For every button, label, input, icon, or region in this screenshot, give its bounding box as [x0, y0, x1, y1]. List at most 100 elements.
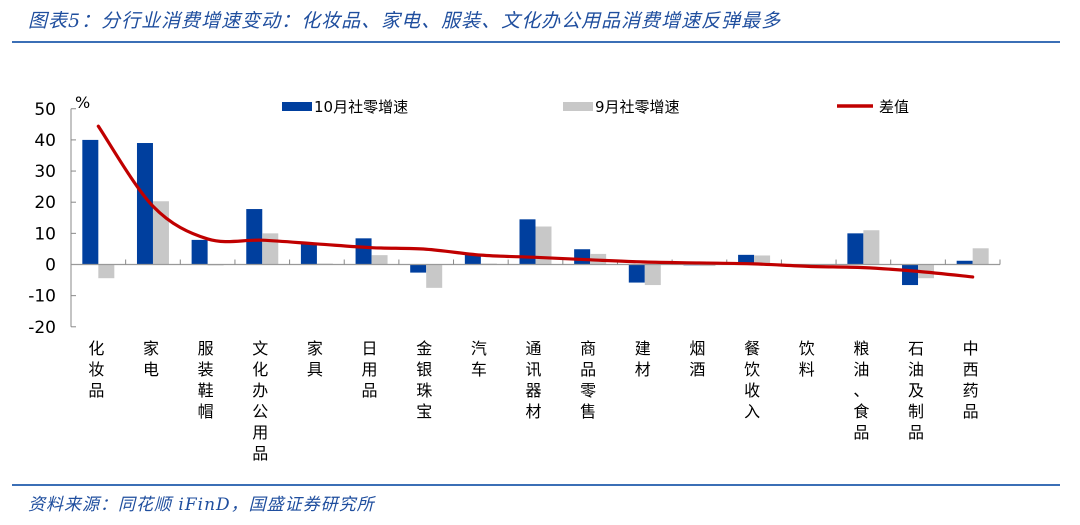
svg-text:品: 品: [580, 360, 596, 379]
svg-text:售: 售: [580, 402, 596, 421]
diff-line-series: [96, 124, 975, 279]
svg-text:油: 油: [908, 360, 924, 379]
bar: [956, 260, 973, 265]
bar: [300, 243, 317, 265]
svg-text:西: 西: [963, 360, 979, 379]
bar: [262, 233, 279, 265]
y-tick-label: -20: [28, 318, 56, 338]
bar: [738, 254, 755, 265]
svg-text:品: 品: [88, 381, 104, 400]
svg-text:餐: 餐: [744, 339, 760, 358]
y-tick-label: 50: [34, 100, 56, 120]
svg-text:品: 品: [252, 444, 268, 463]
y-tick-label: 10: [34, 224, 56, 244]
bar: [972, 248, 989, 265]
svg-text:装: 装: [198, 360, 214, 379]
legend-item: 差值: [837, 98, 909, 116]
svg-text:酒: 酒: [689, 360, 705, 379]
svg-text:食: 食: [853, 402, 869, 421]
bar: [464, 254, 481, 265]
svg-text:料: 料: [799, 360, 815, 379]
svg-text:10月社零增速: 10月社零增速: [314, 98, 408, 116]
x-tick-label: 饮料: [799, 339, 815, 379]
svg-text:宝: 宝: [416, 402, 432, 421]
svg-text:零: 零: [580, 381, 596, 400]
bar: [519, 219, 536, 265]
bar: [699, 264, 716, 267]
bottom-divider: [12, 484, 1060, 486]
svg-text:家: 家: [307, 339, 323, 358]
bar: [371, 255, 388, 265]
y-axis: 50 40 30 20 10 0 -10 -20%: [28, 93, 90, 338]
svg-text:石: 石: [908, 339, 924, 358]
bar: [98, 264, 115, 279]
bar: [191, 239, 208, 265]
diff-line: [96, 124, 975, 279]
svg-text:家: 家: [143, 339, 159, 358]
bar: [863, 230, 880, 265]
source-note: 资料来源：同花顺 iFinD，国盛证券研究所: [28, 495, 375, 515]
legend-item: 9月社零增速: [563, 98, 680, 116]
bar: [574, 249, 591, 265]
svg-text:制: 制: [908, 402, 924, 421]
bar: [355, 238, 372, 265]
svg-text:饮: 饮: [799, 339, 815, 358]
svg-text:建: 建: [635, 339, 651, 358]
svg-text:材: 材: [635, 360, 651, 379]
svg-text:化: 化: [88, 339, 104, 358]
svg-text:、: 、: [853, 381, 869, 400]
svg-text:烟: 烟: [689, 339, 705, 358]
svg-text:品: 品: [853, 423, 869, 442]
svg-text:用: 用: [252, 423, 268, 442]
svg-text:车: 车: [471, 360, 487, 379]
svg-text:具: 具: [307, 360, 323, 379]
svg-text:器: 器: [525, 381, 541, 400]
svg-text:珠: 珠: [416, 381, 432, 400]
svg-text:文: 文: [252, 339, 268, 358]
svg-text:差值: 差值: [879, 98, 909, 116]
bar: [902, 264, 919, 286]
svg-text:服: 服: [198, 339, 214, 358]
x-tick-label: 粮油、食品: [853, 339, 869, 442]
svg-text:讯: 讯: [525, 360, 541, 379]
x-tick-label: 汽车: [471, 339, 487, 379]
svg-text:金: 金: [416, 339, 432, 358]
bar: [246, 209, 263, 265]
svg-text:日: 日: [362, 339, 378, 358]
x-tick-label: 建材: [635, 339, 651, 379]
svg-text:商: 商: [580, 339, 596, 358]
chart-title: 图表5：分行业消费增速变动：化妆品、家电、服装、文化办公用品消费增速反弹最多: [28, 10, 782, 32]
svg-text:电: 电: [143, 360, 159, 379]
x-tick-label: 化妆品: [88, 339, 104, 400]
bar-series: [82, 139, 989, 288]
svg-text:办: 办: [252, 381, 268, 400]
x-tick-label: 文化办公用品: [252, 339, 268, 463]
bar: [628, 264, 645, 283]
bar: [847, 233, 864, 265]
svg-text:帽: 帽: [198, 402, 214, 421]
x-tick-label: 家具: [307, 339, 323, 379]
svg-text:公: 公: [252, 402, 268, 421]
x-axis-labels: 化妆品家电服装鞋帽文化办公用品家具日用品金银珠宝汽车通讯器材商品零售建材烟酒餐饮…: [88, 339, 978, 463]
svg-text:通: 通: [525, 339, 541, 358]
svg-text:9月社零增速: 9月社零增速: [595, 98, 680, 116]
svg-text:品: 品: [908, 423, 924, 442]
svg-text:品: 品: [963, 402, 979, 421]
x-tick-label: 家电: [143, 339, 159, 379]
svg-text:粮: 粮: [853, 339, 869, 358]
svg-text:及: 及: [908, 381, 924, 400]
bar: [754, 255, 771, 265]
bar: [82, 139, 99, 265]
svg-text:入: 入: [744, 402, 760, 421]
bar: [644, 264, 661, 286]
svg-text:药: 药: [963, 381, 979, 400]
svg-text:妆: 妆: [88, 360, 104, 379]
x-tick-label: 烟酒: [689, 339, 705, 379]
legend-item: 10月社零增速: [282, 98, 408, 116]
